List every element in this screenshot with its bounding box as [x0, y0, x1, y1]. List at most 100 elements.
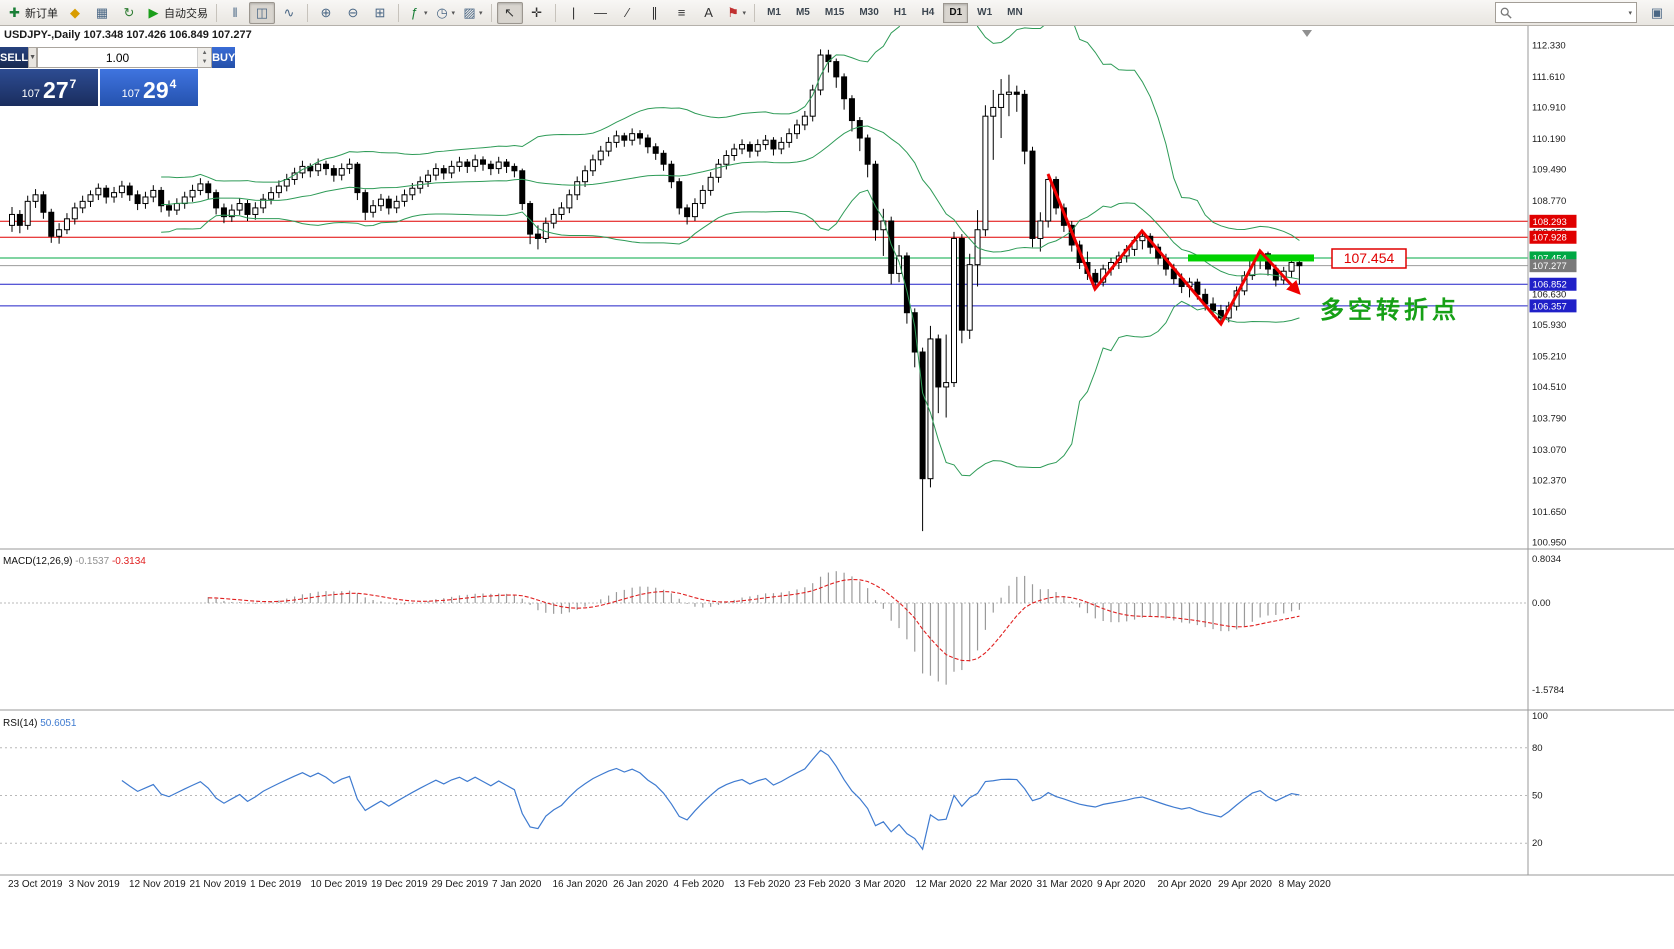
rsi-label: RSI(14) 50.6051	[3, 718, 77, 729]
annotations[interactable]: 107.454 多空转折点	[1046, 173, 1460, 327]
templates-button[interactable]: ▨ ▾	[459, 2, 486, 24]
candlestick-button[interactable]: ◫	[249, 1, 275, 24]
svg-text:8 May 2020: 8 May 2020	[1279, 879, 1332, 890]
price-tag	[1529, 299, 1577, 313]
svg-text:104.510: 104.510	[1532, 382, 1566, 393]
buy-price-button[interactable]: 107 29 4	[100, 69, 198, 106]
chart-canvas[interactable]: 107.454 多空转折点 112.330 111.610 110.910 110.190…	[0, 26, 1674, 949]
marketwatch-button[interactable]: ◆	[62, 2, 88, 24]
bar-chart-button[interactable]: ‖	[222, 2, 248, 24]
timeframe-m15-button[interactable]: M15	[824, 7, 845, 18]
crosshair-button[interactable]: ✛	[524, 2, 550, 24]
sell-button[interactable]: SELL	[0, 47, 29, 68]
new-window-button[interactable]: ▣	[1644, 2, 1670, 24]
sell-price-button[interactable]: 107 27 7	[0, 69, 98, 106]
fibonacci-button[interactable]: ≡	[669, 2, 695, 24]
symbol-search-box[interactable]: ▾	[1495, 2, 1637, 23]
arrows-button[interactable]: ⚑ ▾	[723, 2, 750, 24]
text-button[interactable]: A	[696, 2, 722, 24]
zoom-in-button[interactable]: ⊕	[313, 2, 339, 24]
timeframe-mn-button[interactable]: MN	[1007, 7, 1023, 18]
tile-windows-icon: ⊞	[374, 5, 386, 20]
indicators-button[interactable]: ƒ ▾	[404, 2, 431, 24]
svg-text:23 Oct 2019: 23 Oct 2019	[8, 879, 63, 890]
timeframe-m1-button[interactable]: M1	[767, 7, 781, 18]
chevron-down-icon: ▾	[742, 9, 747, 17]
cursor-button[interactable]: ↖	[496, 1, 523, 24]
svg-text:13 Feb 2020: 13 Feb 2020	[734, 879, 791, 890]
svg-text:29 Apr 2020: 29 Apr 2020	[1218, 879, 1272, 890]
svg-text:3 Mar 2020: 3 Mar 2020	[855, 879, 906, 890]
volume-up-button[interactable]: ▲	[198, 48, 212, 58]
svg-text:23 Feb 2020: 23 Feb 2020	[795, 879, 852, 890]
svg-text:105.210: 105.210	[1532, 351, 1566, 362]
channel-button[interactable]: ∥	[642, 2, 668, 24]
marketwatch-icon: ◆	[70, 5, 80, 20]
timeframe-m30-button[interactable]: M30	[859, 7, 879, 18]
line-chart-icon: ∿	[283, 5, 295, 20]
order-options-button[interactable]: ▼	[28, 47, 38, 68]
toolbar-separator	[216, 3, 217, 22]
chevron-down-icon: ▾	[479, 9, 483, 17]
volume-stepper: ▲ ▼	[197, 48, 212, 67]
autotrade-button[interactable]: ▶ 自动交易	[143, 2, 211, 24]
green-level-bar[interactable]	[1188, 254, 1314, 262]
price-callout-box[interactable]	[1331, 248, 1407, 269]
svg-text:3 Nov 2019: 3 Nov 2019	[69, 879, 121, 890]
fibonacci-icon: ≡	[677, 5, 686, 20]
toolbar-separator	[754, 3, 756, 22]
clock-icon: ◷	[436, 5, 448, 20]
timeframe-h4-button[interactable]: H4	[921, 7, 935, 18]
periods-button[interactable]: ◷ ▾	[432, 2, 459, 24]
svg-text:110.190: 110.190	[1532, 134, 1566, 145]
new-order-button[interactable]: ✚ 新订单	[4, 2, 61, 24]
volume-input[interactable]	[38, 48, 198, 67]
line-chart-button[interactable]: ∿	[276, 2, 302, 24]
horizontal-line-button[interactable]: —	[588, 2, 614, 24]
buy-price-main: 29	[143, 77, 169, 103]
search-input[interactable]	[1516, 5, 1623, 20]
svg-text:9 Apr 2020: 9 Apr 2020	[1097, 879, 1146, 890]
timeframe-d1-button[interactable]: D1	[943, 2, 969, 23]
refresh-button[interactable]: ↻	[116, 2, 142, 24]
toolbar-separator	[398, 3, 399, 22]
trendline-button[interactable]: ∕	[615, 2, 641, 24]
volume-box: ▲ ▼	[37, 47, 213, 68]
svg-text:4 Feb 2020: 4 Feb 2020	[674, 879, 725, 890]
svg-text:103.070: 103.070	[1532, 445, 1566, 456]
svg-text:50: 50	[1532, 791, 1543, 802]
svg-text:108.293: 108.293	[1533, 217, 1567, 228]
timeframe-w1-button[interactable]: W1	[977, 7, 993, 18]
buy-button[interactable]: BUY	[212, 47, 236, 68]
price-pane[interactable]	[0, 26, 1528, 532]
indicators-icon: ƒ	[410, 5, 419, 20]
chart-shift-marker[interactable]	[1302, 30, 1312, 37]
rsi-pane[interactable]	[0, 747, 1528, 851]
red-zigzag-trendline[interactable]	[1046, 173, 1301, 327]
channel-icon: ∥	[651, 5, 658, 20]
autotrade-button-label: 自动交易	[164, 7, 208, 20]
bar-chart-icon: ‖	[232, 5, 238, 20]
chevron-down-icon[interactable]: ▾	[1628, 9, 1632, 17]
svg-text:106.852: 106.852	[1533, 280, 1567, 291]
new-order-button-label: 新订单	[25, 7, 58, 20]
zoom-out-button[interactable]: ⊖	[340, 2, 366, 24]
horizontal-line-icon: —	[594, 5, 608, 20]
toolbar-separator	[307, 3, 308, 22]
macd-pane[interactable]	[0, 571, 1528, 685]
turning-point-annotation: 多空转折点	[1320, 296, 1460, 324]
volume-down-button[interactable]: ▼	[198, 57, 212, 67]
toolbar: ✚ 新订单 ◆ ▦ ↻ ▶ 自动交易 ‖ ◫ ∿ ⊕ ⊖ ⊞ ƒ ▾ ◷ ▾ ▨ ▾ ↖ ✛ | — ∕ ∥ ≡ A ⚑ ▾ M1 M5 M1…	[0, 0, 1674, 26]
timeframe-m5-button[interactable]: M5	[795, 7, 810, 18]
zoom-out-icon: ⊖	[347, 5, 359, 20]
data-window-button[interactable]: ▦	[89, 2, 115, 24]
tile-windows-button[interactable]: ⊞	[367, 2, 393, 24]
window-icon: ▣	[1650, 5, 1664, 20]
svg-text:107.928: 107.928	[1533, 233, 1567, 244]
price-tag	[1529, 214, 1577, 228]
symbol-ohlc-header: USDJPY-,Daily 107.348 107.426 106.849 10…	[4, 29, 252, 41]
vertical-line-button[interactable]: |	[561, 2, 587, 24]
svg-text:20: 20	[1532, 838, 1543, 849]
timeframe-h1-button[interactable]: H1	[893, 7, 907, 18]
